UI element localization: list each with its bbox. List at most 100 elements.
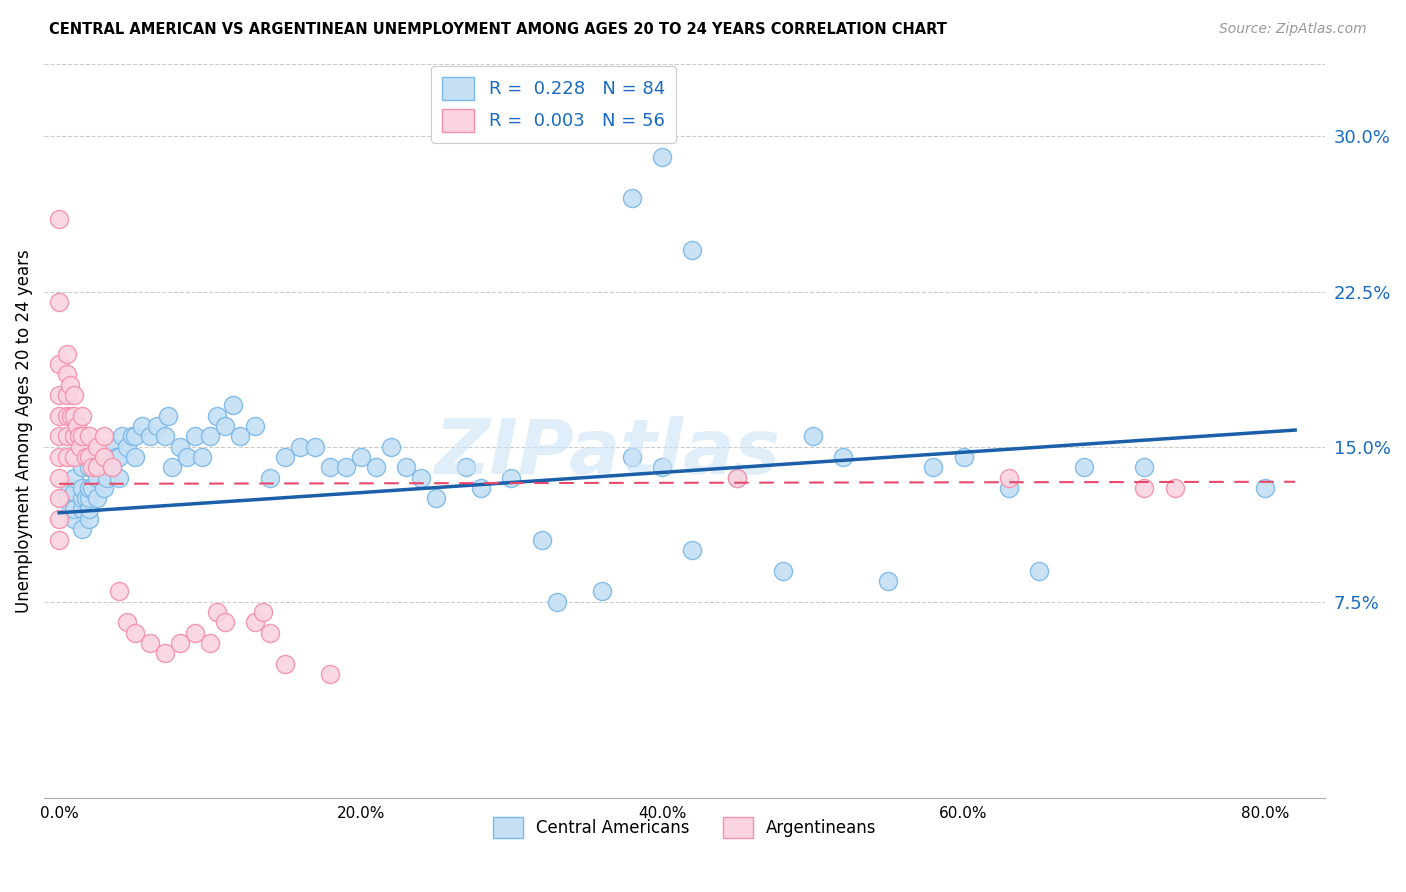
Point	[70, 501, 93, 516]
Point	[101, 460, 124, 475]
Point	[243, 419, 266, 434]
Point	[124, 429, 146, 443]
Point	[79, 491, 101, 506]
Point	[1133, 481, 1156, 495]
Point	[48, 512, 70, 526]
Point	[63, 470, 86, 484]
Point	[70, 409, 93, 423]
Point	[131, 419, 153, 434]
Point	[66, 419, 89, 434]
Point	[55, 491, 77, 506]
Point	[63, 429, 86, 443]
Point	[55, 346, 77, 360]
Point	[409, 470, 432, 484]
Point	[55, 429, 77, 443]
Point	[801, 429, 824, 443]
Point	[207, 605, 229, 619]
Point	[395, 460, 418, 475]
Point	[651, 460, 673, 475]
Point	[70, 491, 93, 506]
Point	[93, 481, 115, 495]
Point	[59, 377, 82, 392]
Point	[79, 429, 101, 443]
Point	[184, 625, 207, 640]
Point	[364, 460, 387, 475]
Point	[79, 512, 101, 526]
Point	[48, 450, 70, 464]
Point	[259, 470, 281, 484]
Point	[832, 450, 855, 464]
Point	[63, 485, 86, 500]
Point	[101, 460, 124, 475]
Point	[86, 440, 108, 454]
Point	[153, 429, 176, 443]
Point	[93, 429, 115, 443]
Point	[105, 450, 128, 464]
Point	[63, 409, 86, 423]
Point	[86, 460, 108, 475]
Point	[82, 460, 104, 475]
Point	[1163, 481, 1185, 495]
Point	[70, 481, 93, 495]
Point	[530, 533, 553, 547]
Point	[70, 522, 93, 536]
Point	[681, 243, 703, 257]
Point	[69, 440, 91, 454]
Point	[1133, 460, 1156, 475]
Point	[620, 191, 643, 205]
Point	[60, 409, 83, 423]
Point	[877, 574, 900, 588]
Point	[304, 440, 326, 454]
Point	[681, 543, 703, 558]
Point	[55, 409, 77, 423]
Point	[153, 647, 176, 661]
Point	[96, 470, 118, 484]
Point	[79, 460, 101, 475]
Point	[184, 429, 207, 443]
Point	[115, 440, 138, 454]
Point	[101, 440, 124, 454]
Point	[772, 564, 794, 578]
Text: ZIPatlas: ZIPatlas	[434, 417, 780, 490]
Point	[70, 460, 93, 475]
Point	[108, 470, 131, 484]
Point	[191, 450, 214, 464]
Point	[111, 429, 134, 443]
Point	[319, 667, 342, 681]
Text: CENTRAL AMERICAN VS ARGENTINEAN UNEMPLOYMENT AMONG AGES 20 TO 24 YEARS CORRELATI: CENTRAL AMERICAN VS ARGENTINEAN UNEMPLOY…	[49, 22, 948, 37]
Point	[86, 491, 108, 506]
Point	[169, 440, 191, 454]
Point	[82, 481, 104, 495]
Point	[48, 409, 70, 423]
Point	[727, 470, 749, 484]
Point	[55, 388, 77, 402]
Point	[349, 450, 371, 464]
Point	[997, 481, 1019, 495]
Point	[79, 450, 101, 464]
Point	[75, 450, 97, 464]
Point	[115, 615, 138, 630]
Point	[48, 429, 70, 443]
Point	[63, 388, 86, 402]
Point	[274, 657, 297, 671]
Point	[620, 450, 643, 464]
Point	[591, 584, 613, 599]
Point	[93, 450, 115, 464]
Point	[67, 429, 90, 443]
Point	[48, 357, 70, 371]
Point	[274, 450, 297, 464]
Point	[86, 470, 108, 484]
Point	[380, 440, 402, 454]
Point	[922, 460, 945, 475]
Point	[176, 450, 198, 464]
Point	[108, 584, 131, 599]
Point	[198, 636, 221, 650]
Point	[48, 533, 70, 547]
Point	[156, 409, 179, 423]
Point	[93, 460, 115, 475]
Point	[470, 481, 492, 495]
Point	[456, 460, 478, 475]
Point	[546, 595, 568, 609]
Point	[70, 429, 93, 443]
Point	[1254, 481, 1277, 495]
